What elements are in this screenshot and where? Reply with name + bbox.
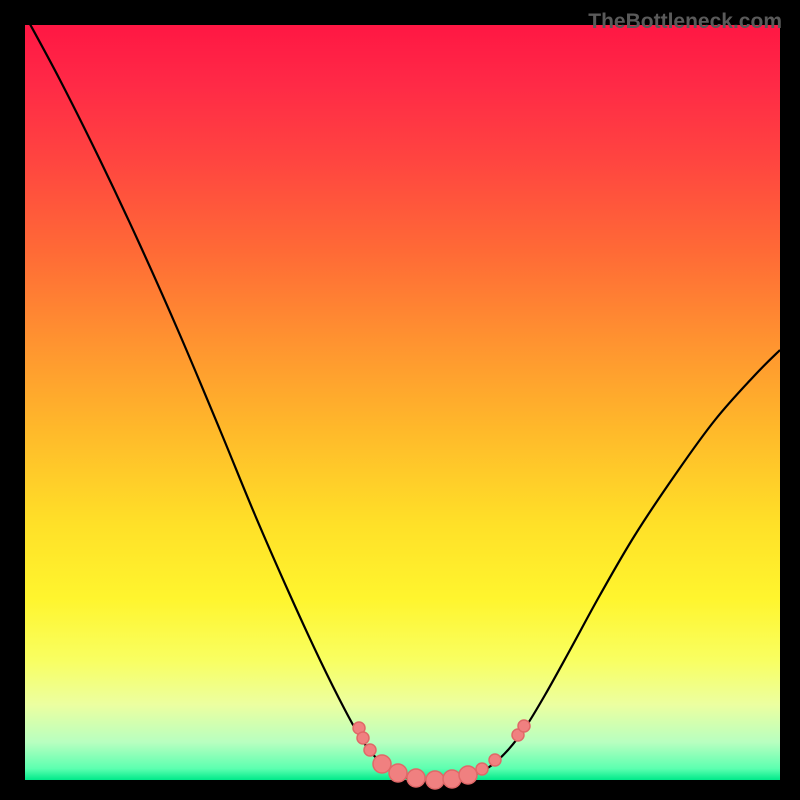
optimal-marker — [459, 766, 477, 784]
bottleneck-curve — [25, 15, 780, 780]
optimal-marker — [426, 771, 444, 789]
optimal-marker — [357, 732, 369, 744]
optimal-marker — [518, 720, 530, 732]
watermark-text: TheBottleneck.com — [588, 10, 782, 34]
optimal-marker — [443, 770, 461, 788]
optimal-marker — [407, 769, 425, 787]
chart-plot-area — [25, 25, 780, 780]
optimal-marker — [364, 744, 376, 756]
curve-layer — [25, 25, 780, 780]
optimal-marker — [373, 755, 391, 773]
optimal-marker — [476, 763, 488, 775]
optimal-marker — [489, 754, 501, 766]
optimal-marker — [389, 764, 407, 782]
